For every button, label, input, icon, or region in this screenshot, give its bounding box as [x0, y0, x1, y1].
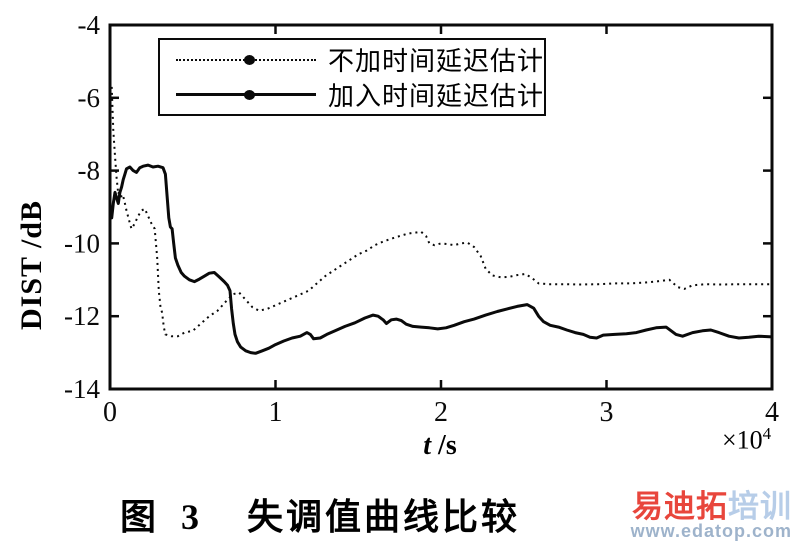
- y-tick-label: -8: [78, 156, 101, 186]
- x-axis-scale-factor: ×104: [722, 424, 771, 456]
- watermark-brand: 易迪拓培训: [631, 491, 792, 522]
- series-line-solid: [110, 163, 774, 355]
- figure-caption: 图 3 失调值曲线比较: [0, 488, 640, 540]
- circle-marker-icon: [244, 54, 255, 65]
- y-tick-label: -14: [64, 374, 100, 404]
- watermark-brand-suffix: 培训: [728, 489, 792, 524]
- watermark-url: www.edatop.com: [630, 521, 792, 541]
- watermark-brand-main: 易迪拓: [632, 489, 728, 524]
- legend: 不加时间延迟估计 加入时间延迟估计: [158, 38, 546, 116]
- figure-title: 失调值曲线比较: [247, 497, 521, 537]
- figure-number: 图 3: [119, 497, 207, 537]
- solid-line-sample: [176, 89, 316, 100]
- y-axis-title: DIST /dB: [15, 199, 48, 331]
- y-tick-label: -10: [64, 228, 100, 258]
- x-scale-exponent: 4: [762, 424, 772, 443]
- x-tick-label: 0: [103, 397, 117, 428]
- x-axis-title: t /s: [380, 430, 500, 462]
- watermark: 易迪拓培训 www.edatop.com: [631, 491, 792, 540]
- x-tick-label: 1: [269, 397, 283, 428]
- circle-marker-icon: [244, 89, 255, 100]
- x-scale-base: ×10: [722, 425, 763, 455]
- legend-label-no-delay: 不加时间延迟估计: [327, 47, 544, 77]
- legend-entry-no-delay: 不加时间延迟估计: [176, 43, 544, 77]
- y-tick-label: -12: [64, 301, 100, 331]
- x-axis-unit: /s: [431, 430, 457, 461]
- x-tick-label: 3: [600, 397, 614, 428]
- y-tick-label: -4: [78, 10, 101, 40]
- series-line-dotted: [110, 86, 772, 338]
- legend-label-with-delay: 加入时间延迟估计: [327, 81, 544, 111]
- y-tick-label: -6: [78, 83, 101, 113]
- x-tick-label: 2: [434, 397, 448, 428]
- dotted-line-sample: [176, 54, 316, 65]
- legend-entry-with-delay: 加入时间延迟估计: [176, 77, 544, 111]
- x-axis-variable: t: [423, 430, 432, 461]
- x-tick-label: 4: [765, 397, 779, 428]
